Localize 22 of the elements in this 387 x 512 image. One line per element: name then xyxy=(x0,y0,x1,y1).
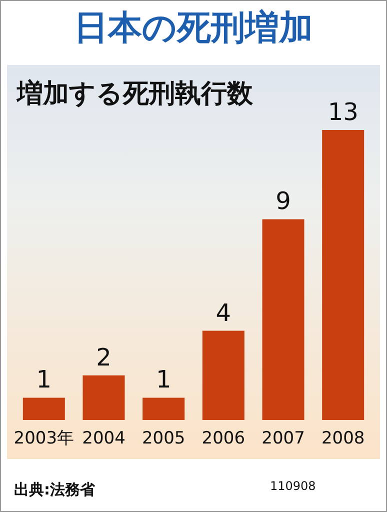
data-label: 1 xyxy=(36,366,52,394)
x-tick-label: 2008 xyxy=(321,428,365,448)
data-label: 1 xyxy=(156,366,172,394)
chart-subtitle: 増加する死刑執行数 xyxy=(16,78,254,109)
chart-title: 日本の死刑増加 xyxy=(74,8,313,48)
x-tick-label: 2007 xyxy=(262,428,305,448)
x-tick-label: 2005 xyxy=(142,428,186,448)
bar xyxy=(202,330,244,420)
x-tick-label: 2004 xyxy=(82,428,126,448)
data-label: 2 xyxy=(96,343,112,372)
data-label: 9 xyxy=(276,187,291,216)
x-tick-label: 2006 xyxy=(202,428,246,448)
bar xyxy=(322,130,364,420)
x-tick-label: 2003年 xyxy=(14,428,74,448)
bar xyxy=(22,398,65,420)
text: 110908 xyxy=(270,479,316,493)
bar xyxy=(82,375,125,420)
bar xyxy=(262,219,304,420)
bar xyxy=(142,398,185,420)
data-label: 13 xyxy=(328,98,358,126)
data-label: 4 xyxy=(216,298,232,327)
source-note: 出典:法務省 xyxy=(14,480,96,498)
